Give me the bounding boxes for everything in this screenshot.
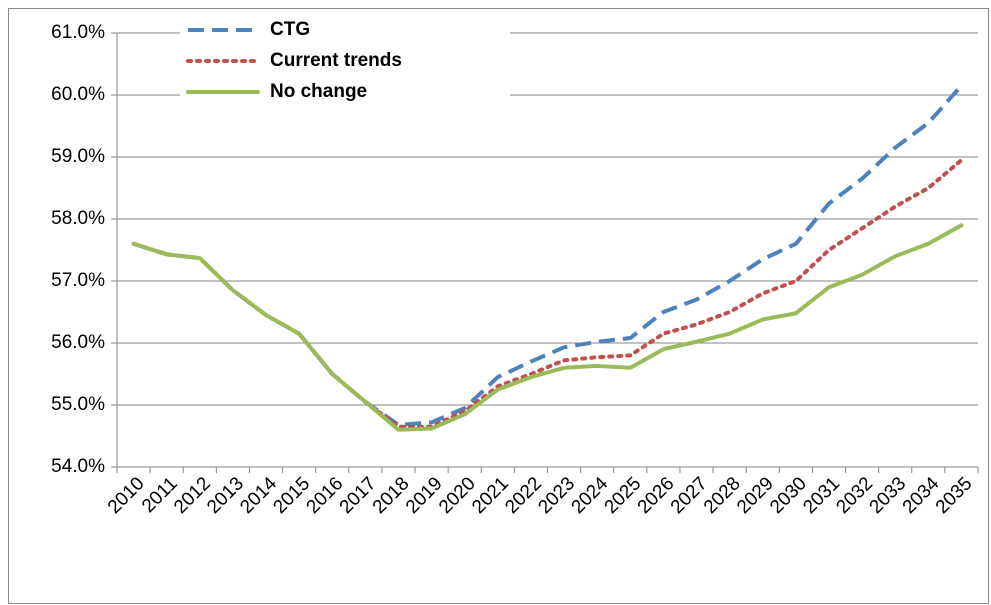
y-tick-label: 55.0% [51,394,105,415]
y-tick-label: 56.0% [51,332,105,353]
legend-label: No change [270,81,367,102]
y-tick-label: 54.0% [51,456,105,477]
y-tick-label: 58.0% [51,208,105,229]
y-tick-label: 61.0% [51,22,105,43]
y-tick-label: 60.0% [51,84,105,105]
series-line [132,84,963,427]
series-line [131,223,964,432]
legend-box [180,14,510,144]
legend: CTG Current trends No change [180,14,510,144]
legend-label: CTG [270,19,310,40]
legend-label: Current trends [270,50,402,71]
y-tick-label: 57.0% [51,270,105,291]
y-tick-label: 59.0% [51,146,105,167]
